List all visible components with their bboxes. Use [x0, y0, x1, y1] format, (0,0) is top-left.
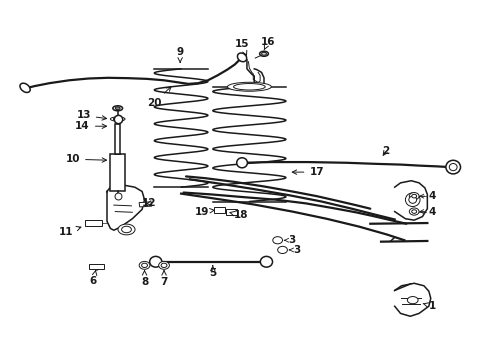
Text: 8: 8 [141, 271, 148, 287]
Ellipse shape [161, 263, 166, 267]
Text: 19: 19 [194, 207, 214, 217]
Text: 5: 5 [209, 265, 216, 278]
Ellipse shape [142, 263, 147, 267]
Text: 3: 3 [288, 235, 295, 245]
Text: 10: 10 [65, 154, 106, 164]
Ellipse shape [122, 226, 131, 233]
Text: 15: 15 [234, 39, 248, 55]
Ellipse shape [259, 51, 268, 56]
Text: 12: 12 [142, 198, 156, 208]
Ellipse shape [260, 256, 272, 267]
Ellipse shape [237, 53, 246, 62]
Text: 4: 4 [428, 207, 435, 217]
Text: 20: 20 [147, 87, 171, 108]
Ellipse shape [158, 261, 169, 269]
Ellipse shape [445, 160, 460, 174]
Text: 2: 2 [382, 146, 389, 156]
Ellipse shape [118, 224, 135, 235]
Bar [110, 154, 125, 191]
Text: 18: 18 [229, 210, 247, 220]
Text: 1: 1 [422, 301, 435, 311]
Ellipse shape [139, 261, 150, 269]
Text: 14: 14 [75, 121, 106, 131]
Bar [139, 202, 151, 207]
Text: 6: 6 [89, 270, 97, 286]
Ellipse shape [236, 158, 247, 168]
Text: 11: 11 [59, 226, 81, 237]
Ellipse shape [411, 194, 416, 198]
Ellipse shape [227, 82, 271, 91]
Ellipse shape [113, 106, 122, 111]
Ellipse shape [448, 163, 456, 171]
Ellipse shape [411, 210, 416, 213]
Ellipse shape [407, 297, 417, 304]
Text: 13: 13 [76, 111, 106, 121]
Bar [115, 125, 120, 154]
Text: 3: 3 [293, 245, 300, 255]
Bar [89, 264, 104, 269]
Text: 4: 4 [428, 191, 435, 201]
Bar [225, 210, 236, 215]
Ellipse shape [20, 83, 30, 93]
Ellipse shape [113, 118, 122, 121]
Text: 7: 7 [160, 271, 167, 287]
Ellipse shape [110, 117, 125, 121]
Ellipse shape [115, 107, 120, 110]
Ellipse shape [408, 193, 418, 200]
Ellipse shape [149, 256, 162, 267]
Bar [84, 220, 102, 226]
Ellipse shape [405, 193, 419, 207]
Ellipse shape [261, 52, 266, 55]
Text: 16: 16 [260, 37, 275, 50]
Ellipse shape [272, 237, 282, 244]
Ellipse shape [233, 84, 264, 90]
Ellipse shape [408, 208, 418, 215]
Text: 9: 9 [176, 46, 183, 62]
Ellipse shape [408, 196, 416, 203]
Ellipse shape [277, 246, 287, 253]
Text: 17: 17 [292, 167, 324, 177]
Bar [214, 207, 224, 213]
